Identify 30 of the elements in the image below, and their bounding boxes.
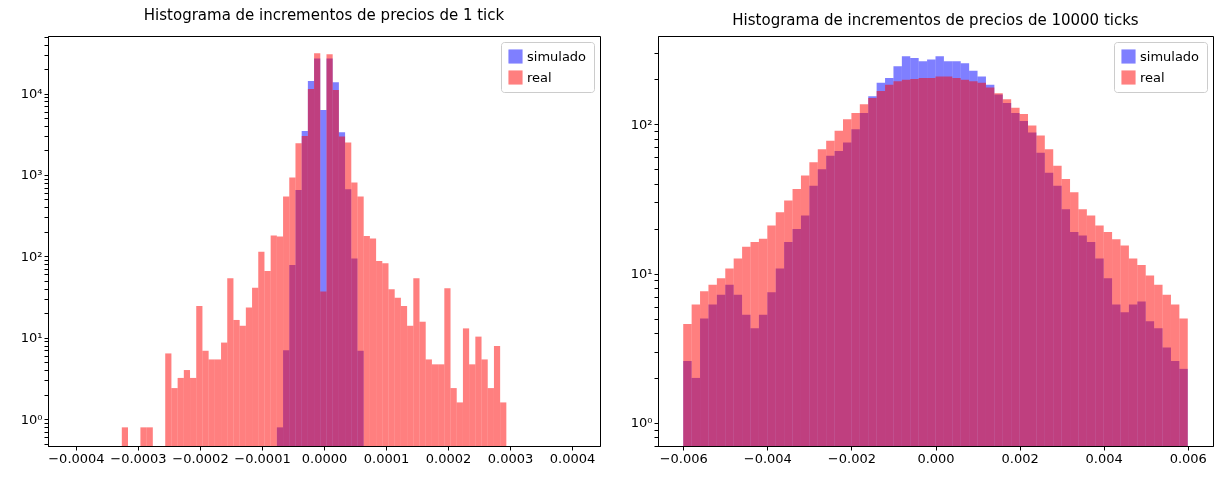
x-tick-label: −0.006 (659, 450, 708, 466)
x-tick-label: 0.006 (1169, 450, 1207, 466)
x-tick-label: 0.0003 (487, 450, 534, 466)
y-tick-label: 10³ (20, 167, 43, 183)
x-tick-label: −0.002 (827, 450, 876, 466)
legend-label: simulado (1140, 48, 1200, 64)
x-tick-label: −0.004 (743, 450, 792, 466)
x-tick-label: 0.002 (1001, 450, 1039, 466)
x-tick-label: 0.0001 (363, 450, 410, 466)
y-tick-label: 10⁴ (20, 86, 43, 102)
y-tick-label: 10⁰ (630, 415, 653, 431)
x-tick-label: 0.0000 (301, 450, 348, 466)
x-tick-label: 0.0004 (549, 450, 596, 466)
y-tick-label: 10² (630, 116, 653, 132)
y-tick-label: 10¹ (630, 266, 653, 282)
y-tick-label: 10¹ (20, 330, 43, 346)
legend-label: simulado (527, 48, 587, 64)
x-tick-label: −0.0001 (234, 450, 291, 466)
x-tick-label: 0.0002 (425, 450, 472, 466)
chart-title: Histograma de incrementos de precios de 10000 ticks (732, 11, 1139, 29)
x-tick-label: 0.004 (1085, 450, 1123, 466)
y-tick-label: 10⁰ (20, 411, 43, 427)
x-tick-label: −0.0002 (172, 450, 229, 466)
y-tick-label: 10² (20, 248, 43, 264)
chart-title: Histograma de incrementos de precios de 1 tick (143, 5, 505, 24)
x-tick-label: 0.000 (917, 450, 955, 466)
x-tick-label: −0.0004 (48, 450, 105, 466)
legend-label: real (527, 69, 552, 85)
legend-label: real (1140, 69, 1165, 85)
x-tick-label: −0.0003 (110, 450, 167, 466)
